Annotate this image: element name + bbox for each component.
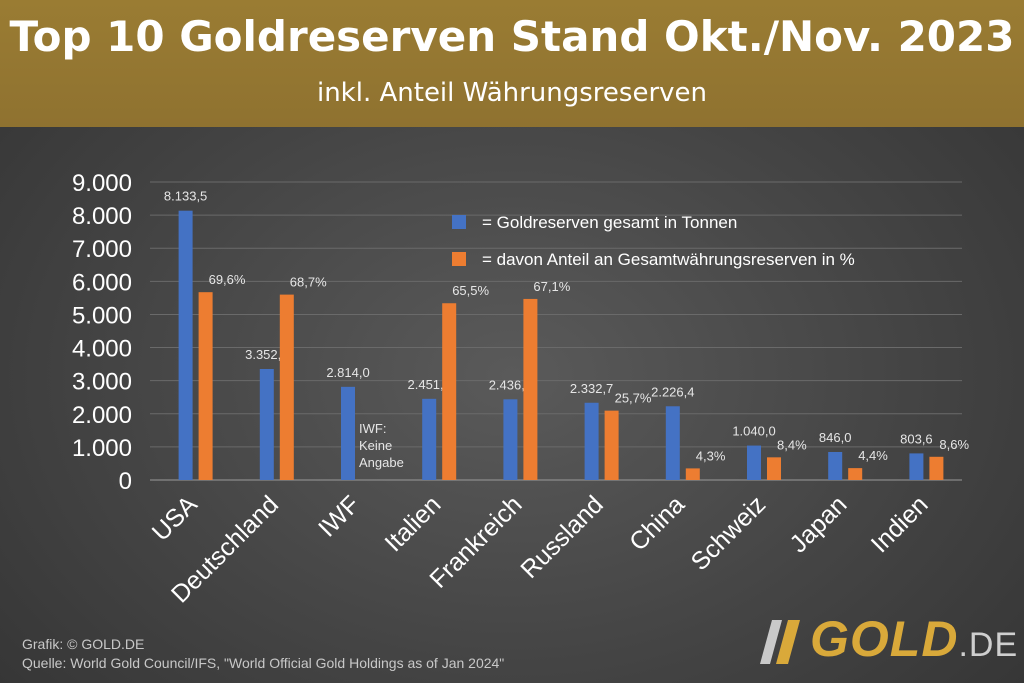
data-label-anteil: 25,7% [615, 391, 652, 406]
y-tick-label: 5.000 [72, 302, 132, 329]
bar-anteil [604, 410, 619, 480]
data-label-anteil: 4,4% [858, 448, 888, 463]
legend-label-anteil: = davon Anteil an Gesamtwährungsreserven… [482, 250, 855, 269]
y-tick-label: 2.000 [72, 402, 132, 429]
bar-goldreserven [259, 368, 274, 480]
data-label-anteil: 8,6% [939, 437, 969, 452]
bar-anteil [767, 457, 781, 480]
annotation-iwf: Keine [359, 438, 392, 453]
bar-goldreserven [747, 445, 761, 480]
bar-goldreserven [828, 451, 843, 480]
data-label-anteil: 69,6% [209, 272, 246, 287]
bar-anteil [848, 468, 863, 480]
bar-anteil [685, 468, 700, 480]
data-label-goldreserven: 2.451,8 [408, 377, 451, 392]
data-label-anteil: 4,3% [696, 448, 726, 463]
bar-goldreserven [584, 402, 599, 480]
x-category-label: Italien [379, 490, 446, 557]
data-label-goldreserven: 3.352,6 [245, 347, 288, 362]
bar-goldreserven [422, 398, 437, 480]
y-tick-label: 8.000 [72, 203, 132, 230]
y-tick-label: 9.000 [72, 170, 132, 197]
gold-bars-icon [760, 620, 800, 664]
bar-anteil [929, 456, 944, 480]
y-tick-label: 4.000 [72, 336, 132, 363]
bar-goldreserven [341, 386, 355, 480]
data-label-anteil: 65,5% [452, 283, 489, 298]
y-tick-label: 1.000 [72, 435, 132, 462]
data-label-goldreserven: 846,0 [819, 430, 852, 445]
data-label-goldreserven: 2.226,4 [651, 384, 694, 399]
x-category-label: China [624, 490, 690, 556]
data-label-anteil: 67,1% [533, 279, 570, 294]
data-label-anteil: 8,4% [777, 437, 807, 452]
gold-de-logo: GOLD.DE [752, 608, 1017, 674]
chart-title: Top 10 Goldreserven Stand Okt./Nov. 2023 [9, 12, 1015, 61]
x-category-label: Indien [866, 490, 934, 558]
logo-suffix: .DE [958, 626, 1019, 664]
logo-main: GOLD [810, 611, 959, 667]
annotation-iwf: Angabe [359, 455, 404, 470]
footer-credit: Grafik: © GOLD.DE [22, 636, 145, 652]
x-category-label: IWF [313, 490, 365, 542]
bar-goldreserven [665, 406, 680, 480]
x-category-label: Japan [784, 490, 852, 558]
logo-text: GOLD.DE [810, 610, 1018, 668]
footer-source: Quelle: World Gold Council/IFS, "World O… [22, 655, 505, 671]
legend-label-goldreserven: = Goldreserven gesamt in Tonnen [482, 213, 737, 232]
data-label-goldreserven: 8.133,5 [164, 189, 207, 204]
data-label-goldreserven: 2.332,7 [570, 381, 613, 396]
data-label-goldreserven: 803,6 [900, 431, 933, 446]
legend-swatch-anteil [452, 252, 466, 266]
bar-anteil [523, 298, 538, 480]
bar-anteil [198, 292, 213, 480]
header-banner: Top 10 Goldreserven Stand Okt./Nov. 2023… [0, 0, 1024, 127]
footer-credits: Grafik: © GOLD.DE Quelle: World Gold Cou… [22, 635, 504, 673]
data-label-goldreserven: 2.814,0 [326, 365, 369, 380]
y-tick-label: 6.000 [72, 269, 132, 296]
bar-anteil [279, 294, 294, 480]
legend-swatch-goldreserven [452, 215, 466, 229]
annotation-iwf: IWF: [359, 421, 386, 436]
data-label-goldreserven: 2.436,9 [489, 377, 532, 392]
bar-anteil [442, 303, 457, 480]
data-label-goldreserven: 1.040,0 [732, 424, 775, 439]
y-tick-label: 0 [119, 468, 132, 495]
bar-goldreserven [909, 453, 924, 480]
bar-goldreserven [503, 399, 518, 480]
y-tick-label: 7.000 [72, 236, 132, 263]
x-category-label: Russland [515, 490, 609, 584]
x-category-label: Schweiz [686, 490, 772, 576]
data-label-anteil: 68,7% [290, 275, 327, 290]
x-category-label: USA [147, 490, 203, 546]
chart-subtitle: inkl. Anteil Währungsreserven [316, 78, 708, 108]
bar-goldreserven [178, 210, 193, 480]
y-tick-label: 3.000 [72, 369, 132, 396]
